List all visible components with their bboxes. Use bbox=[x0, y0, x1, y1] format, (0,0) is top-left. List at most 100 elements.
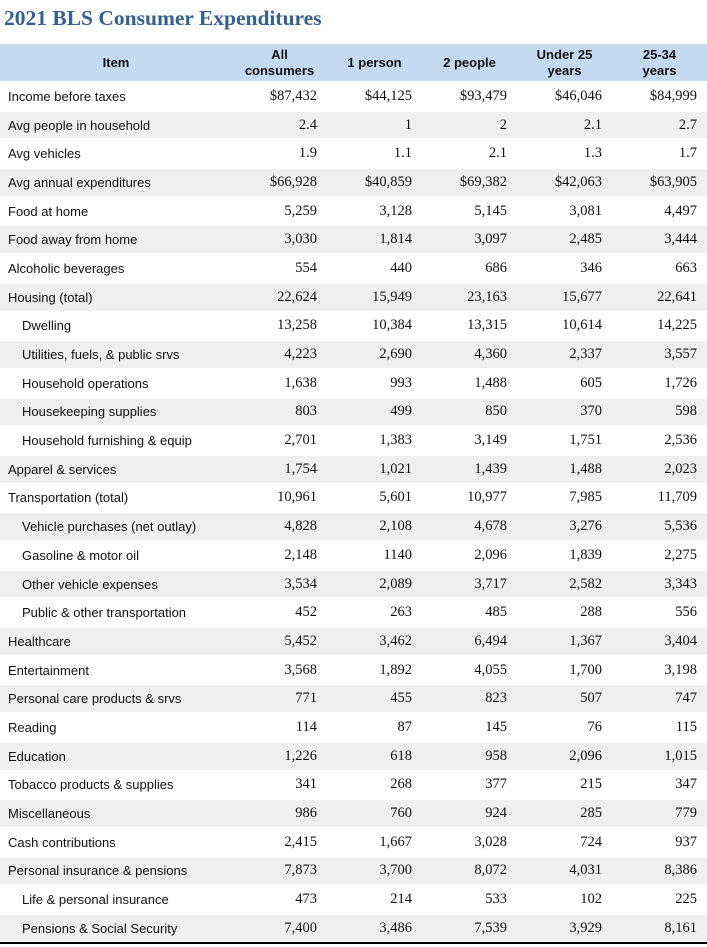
value-cell: 3,081 bbox=[517, 197, 612, 227]
value-cell: 1 bbox=[327, 111, 422, 141]
value-cell: 3,462 bbox=[327, 628, 422, 657]
value-cell: $87,432 bbox=[232, 83, 327, 112]
value-cell: 268 bbox=[327, 771, 422, 801]
value-cell: 7,873 bbox=[232, 857, 327, 887]
value-cell: 5,601 bbox=[327, 484, 422, 514]
value-cell: 1,726 bbox=[612, 369, 707, 399]
expenditures-table: Item All consumers 1 person 2 people Under 2… bbox=[0, 44, 707, 944]
value-cell: 14,225 bbox=[612, 312, 707, 342]
value-cell: 1.3 bbox=[517, 140, 612, 170]
table-row: Gasoline & motor oil 2,148 1140 2,096 1,839 2… bbox=[0, 542, 707, 571]
table-header: Item All consumers 1 person 2 people Under 2… bbox=[0, 44, 707, 83]
value-cell: 556 bbox=[612, 599, 707, 629]
value-cell: 958 bbox=[422, 742, 517, 772]
item-cell: Gasoline & motor oil bbox=[0, 542, 232, 571]
item-cell: Miscellaneous bbox=[0, 800, 232, 829]
value-cell: 215 bbox=[517, 771, 612, 801]
value-cell: 598 bbox=[612, 398, 707, 428]
value-cell: 1140 bbox=[327, 542, 422, 571]
value-cell: 2.1 bbox=[517, 111, 612, 141]
value-cell: 4,497 bbox=[612, 197, 707, 227]
table-row: Public & other transportation 452 263 485 28… bbox=[0, 599, 707, 629]
value-cell: 285 bbox=[517, 800, 612, 829]
column-header: 2 people bbox=[422, 44, 517, 83]
item-cell: Avg vehicles bbox=[0, 140, 232, 170]
value-cell: 507 bbox=[517, 685, 612, 715]
value-cell: 823 bbox=[422, 685, 517, 715]
value-cell: $66,928 bbox=[232, 169, 327, 198]
value-cell: 4,828 bbox=[232, 513, 327, 542]
value-cell: 10,614 bbox=[517, 312, 612, 342]
value-cell: 455 bbox=[327, 685, 422, 715]
value-cell: 1.9 bbox=[232, 140, 327, 170]
value-cell: 15,949 bbox=[327, 283, 422, 313]
value-cell: $93,479 bbox=[422, 83, 517, 112]
value-cell: 1,488 bbox=[422, 369, 517, 399]
value-cell: 2,337 bbox=[517, 341, 612, 370]
table-row: Housekeeping supplies 803 499 850 370 598 bbox=[0, 398, 707, 428]
value-cell: 663 bbox=[612, 255, 707, 284]
value-cell: 102 bbox=[517, 886, 612, 915]
value-cell: 1,754 bbox=[232, 455, 327, 485]
value-cell: 2,096 bbox=[422, 542, 517, 571]
item-cell: Dwelling bbox=[0, 312, 232, 342]
value-cell: 5,452 bbox=[232, 628, 327, 657]
item-cell: Vehicle purchases (net outlay) bbox=[0, 513, 232, 542]
table-row: Dwelling 13,258 10,384 13,315 10,614 14,225 bbox=[0, 312, 707, 342]
table-row: Food away from home 3,030 1,814 3,097 2,485 3… bbox=[0, 226, 707, 256]
value-cell: 850 bbox=[422, 398, 517, 428]
value-cell: 993 bbox=[327, 369, 422, 399]
value-cell: 1,021 bbox=[327, 455, 422, 485]
value-cell: 5,259 bbox=[232, 197, 327, 227]
column-header: Under 25 years bbox=[517, 44, 612, 83]
table-row: Education 1,226 618 958 2,096 1,015 bbox=[0, 742, 707, 772]
value-cell: 145 bbox=[422, 714, 517, 743]
value-cell: 2,690 bbox=[327, 341, 422, 370]
value-cell: 3,198 bbox=[612, 656, 707, 686]
value-cell: 2,485 bbox=[517, 226, 612, 256]
table-row: Household operations 1,638 993 1,488 605 1,72… bbox=[0, 369, 707, 399]
value-cell: 1,015 bbox=[612, 742, 707, 772]
value-cell: 1,226 bbox=[232, 742, 327, 772]
value-cell: 4,360 bbox=[422, 341, 517, 370]
item-cell: Other vehicle expenses bbox=[0, 570, 232, 600]
table-row: Utilities, fuels, & public srvs 4,223 2,69… bbox=[0, 341, 707, 370]
table-row: Personal insurance & pensions 7,873 3,700 8… bbox=[0, 857, 707, 887]
value-cell: 3,404 bbox=[612, 628, 707, 657]
item-cell: Utilities, fuels, & public srvs bbox=[0, 341, 232, 370]
column-header: 1 person bbox=[327, 44, 422, 83]
value-cell: $84,999 bbox=[612, 83, 707, 112]
value-cell: 13,258 bbox=[232, 312, 327, 342]
value-cell: 1,638 bbox=[232, 369, 327, 399]
value-cell: 3,568 bbox=[232, 656, 327, 686]
item-cell: Apparel & services bbox=[0, 455, 232, 485]
table-row: Life & personal insurance 473 214 533 102 225 bbox=[0, 886, 707, 915]
table-row: Food at home 5,259 3,128 5,145 3,081 4,497 bbox=[0, 197, 707, 227]
value-cell: 3,486 bbox=[327, 914, 422, 944]
item-cell: Household furnishing & equip bbox=[0, 427, 232, 456]
item-cell: Housing (total) bbox=[0, 283, 232, 313]
value-cell: 533 bbox=[422, 886, 517, 915]
value-cell: 10,977 bbox=[422, 484, 517, 514]
value-cell: 2,148 bbox=[232, 542, 327, 571]
item-cell: Education bbox=[0, 742, 232, 772]
table-row: Vehicle purchases (net outlay) 4,828 2,108… bbox=[0, 513, 707, 542]
item-cell: Household operations bbox=[0, 369, 232, 399]
value-cell: 2,275 bbox=[612, 542, 707, 571]
item-cell: Public & other transportation bbox=[0, 599, 232, 629]
table-row: Personal care products & srvs 771 455 823 50… bbox=[0, 685, 707, 715]
value-cell: 485 bbox=[422, 599, 517, 629]
value-cell: 8,161 bbox=[612, 914, 707, 944]
value-cell: 3,149 bbox=[422, 427, 517, 456]
table-row: Pensions & Social Security 7,400 3,486 7,53… bbox=[0, 914, 707, 944]
value-cell: 4,055 bbox=[422, 656, 517, 686]
table-row: Household furnishing & equip 2,701 1,383 3,… bbox=[0, 427, 707, 456]
value-cell: 452 bbox=[232, 599, 327, 629]
value-cell: 1,367 bbox=[517, 628, 612, 657]
value-cell: 3,028 bbox=[422, 828, 517, 858]
value-cell: 341 bbox=[232, 771, 327, 801]
value-cell: 225 bbox=[612, 886, 707, 915]
value-cell: 1.7 bbox=[612, 140, 707, 170]
item-cell: Alcoholic beverages bbox=[0, 255, 232, 284]
value-cell: 3,128 bbox=[327, 197, 422, 227]
